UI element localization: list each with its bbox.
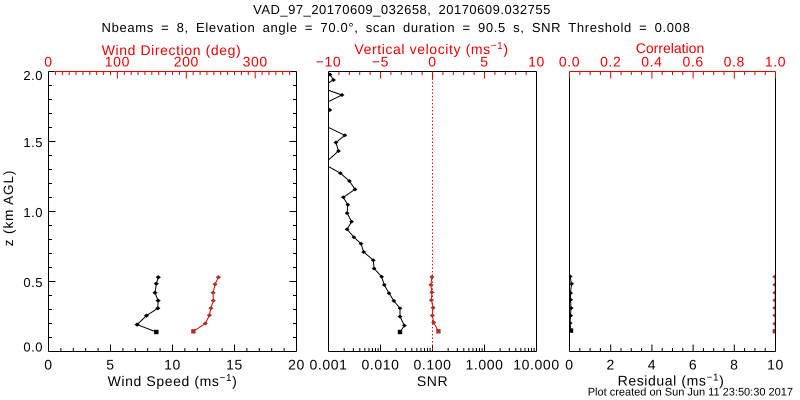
svg-text:8: 8: [730, 357, 738, 373]
svg-text:Nbeams = 8, Elevation angle =: Nbeams = 8, Elevation angle = 70.0°, sca…: [102, 20, 691, 35]
svg-text:10: 10: [528, 54, 545, 70]
svg-text:0.6: 0.6: [682, 54, 703, 70]
svg-text:0: 0: [428, 54, 436, 70]
svg-text:0.2: 0.2: [600, 54, 621, 70]
svg-text:Plot created on Sun Jun 11 23:: Plot created on Sun Jun 11 23:50:30 2017: [588, 387, 793, 399]
svg-text:−10: −10: [316, 54, 342, 70]
svg-text:0: 0: [565, 357, 573, 373]
svg-text:0.8: 0.8: [724, 54, 745, 70]
svg-text:VAD_97_20170609_032658, 201706: VAD_97_20170609_032658, 20170609.032755: [253, 2, 551, 17]
svg-text:1.0: 1.0: [23, 205, 43, 220]
svg-text:4: 4: [648, 357, 656, 373]
svg-text:300: 300: [243, 54, 268, 70]
svg-text:Correlation: Correlation: [636, 40, 704, 56]
svg-text:200: 200: [174, 54, 199, 70]
svg-text:SNR: SNR: [417, 373, 448, 389]
svg-text:0.010: 0.010: [361, 357, 399, 373]
svg-text:1.000: 1.000: [465, 357, 503, 373]
svg-text:5: 5: [106, 357, 114, 373]
svg-text:10: 10: [164, 357, 181, 373]
svg-text:2: 2: [607, 357, 615, 373]
svg-text:0.0: 0.0: [559, 54, 580, 70]
svg-text:Wind Direction (deg): Wind Direction (deg): [102, 42, 242, 58]
svg-text:5: 5: [480, 54, 488, 70]
svg-text:0.4: 0.4: [641, 54, 662, 70]
svg-text:10.000: 10.000: [513, 357, 559, 373]
svg-text:1.5: 1.5: [23, 135, 43, 150]
svg-text:1.0: 1.0: [765, 54, 786, 70]
svg-text:0: 0: [44, 54, 52, 70]
svg-text:z (km AGL): z (km AGL): [1, 170, 16, 247]
svg-text:Wind Speed (ms−1): Wind Speed (ms−1): [108, 373, 238, 390]
svg-text:0.0: 0.0: [23, 340, 43, 355]
svg-text:100: 100: [105, 54, 130, 70]
svg-text:0.100: 0.100: [413, 357, 451, 373]
svg-text:6: 6: [689, 357, 697, 373]
svg-text:−5: −5: [372, 54, 389, 70]
svg-text:Residual (ms−1): Residual (ms−1): [618, 372, 725, 389]
svg-text:2.0: 2.0: [23, 68, 43, 83]
svg-text:15: 15: [226, 357, 243, 373]
svg-text:20: 20: [288, 357, 305, 373]
svg-text:Vertical velocity (ms−1): Vertical velocity (ms−1): [354, 41, 508, 58]
svg-text:0.001: 0.001: [309, 357, 347, 373]
svg-text:0: 0: [44, 357, 52, 373]
svg-text:10: 10: [767, 357, 784, 373]
svg-text:0.5: 0.5: [23, 275, 43, 290]
